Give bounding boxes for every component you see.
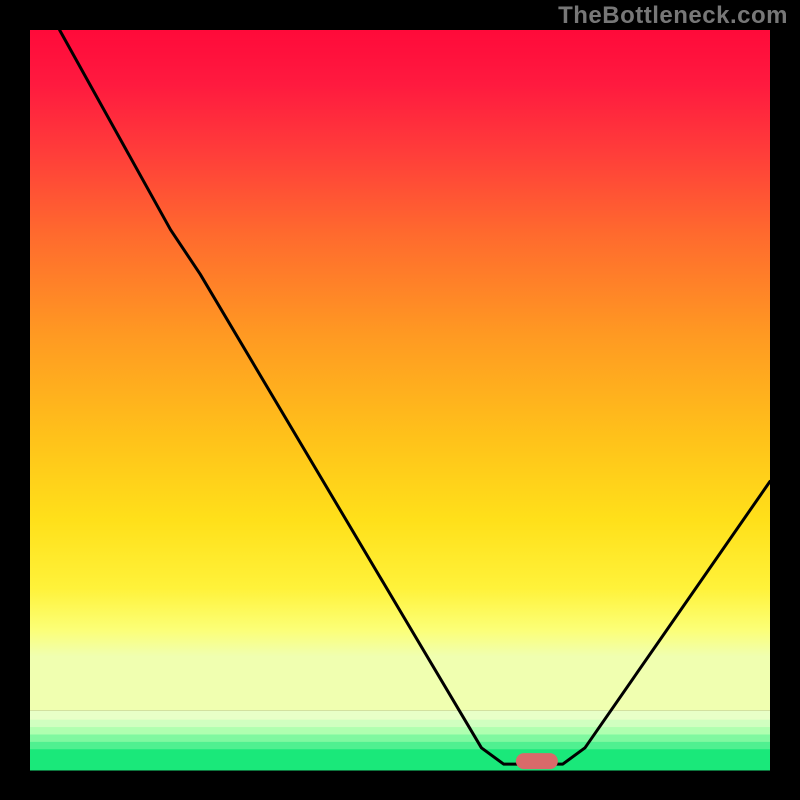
chart-container: TheBottleneck.com	[0, 0, 800, 800]
band	[30, 734, 770, 742]
band	[30, 720, 770, 728]
bottleneck-chart	[0, 0, 800, 800]
optimal-marker	[516, 753, 558, 769]
watermark-text: TheBottleneck.com	[558, 2, 788, 30]
band	[30, 749, 770, 770]
band	[30, 742, 770, 750]
band	[30, 711, 770, 720]
band	[30, 727, 770, 735]
bottom-bands	[30, 711, 770, 771]
